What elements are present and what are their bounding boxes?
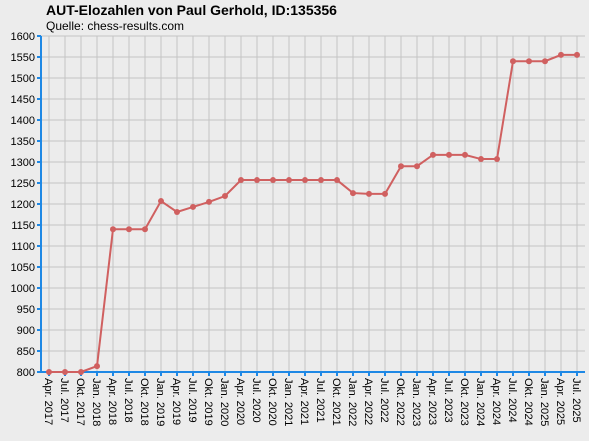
x-tick-label: Jan. 2020 — [218, 378, 230, 426]
x-tick-label: Okt. 2021 — [330, 378, 342, 426]
point — [334, 177, 340, 184]
x-tick-label: Apr. 2022 — [362, 378, 374, 425]
x-tick-label: Jul. 2025 — [570, 378, 582, 423]
y-tick-label: 1050 — [11, 262, 35, 274]
x-tick-label: Apr. 2018 — [106, 378, 118, 425]
x-tick-label: Jul. 2023 — [442, 378, 454, 423]
line — [49, 53, 577, 373]
point — [446, 151, 452, 158]
x-tick-label: Okt. 2020 — [266, 378, 278, 426]
x-tick-label: Jul. 2020 — [250, 378, 262, 423]
x-tick-label: Jul. 2024 — [506, 378, 518, 423]
point — [222, 193, 228, 200]
y-tick-label: 850 — [17, 346, 35, 358]
y-tick-label: 1200 — [11, 199, 35, 211]
x-tick-label: Jan. 2023 — [410, 378, 422, 426]
point — [302, 177, 308, 184]
x-tick-label: Okt. 2017 — [74, 378, 86, 426]
y-tick-label: 950 — [17, 304, 35, 316]
point — [318, 177, 324, 184]
y-tick-label: 1100 — [11, 241, 35, 253]
point — [558, 51, 564, 58]
point — [238, 177, 244, 184]
y-tick-label: 1150 — [11, 220, 35, 232]
y-tick-label: 1600 — [11, 31, 35, 43]
point — [366, 190, 372, 197]
x-tick-label: Jan. 2019 — [154, 378, 166, 426]
x-tick-label: Apr. 2024 — [490, 378, 502, 425]
point — [158, 198, 164, 205]
x-tick-label: Apr. 2019 — [170, 378, 182, 425]
point — [94, 363, 100, 370]
x-tick-label: Apr. 2020 — [234, 378, 246, 425]
point — [526, 58, 532, 65]
point — [286, 177, 292, 184]
point — [350, 190, 356, 197]
point — [190, 203, 196, 210]
y-tick-label: 1000 — [11, 283, 35, 295]
x-tick-label: Okt. 2018 — [138, 378, 150, 426]
point — [206, 198, 212, 205]
point — [494, 156, 500, 163]
point — [510, 58, 516, 65]
point — [398, 163, 404, 170]
x-tick-label: Jan. 2024 — [474, 378, 486, 426]
x-tick-label: Jan. 2021 — [282, 378, 294, 426]
chart-subtitle: Quelle: chess-results.com — [46, 19, 184, 33]
x-tick-label: Jul. 2017 — [58, 378, 70, 423]
x-tick-label: Apr. 2023 — [426, 378, 438, 425]
point — [382, 190, 388, 197]
point — [78, 369, 84, 375]
x-tick-label: Apr. 2021 — [298, 378, 310, 425]
point — [270, 177, 276, 184]
point — [430, 151, 436, 158]
x-tick-label: Jul. 2021 — [314, 378, 326, 423]
point — [62, 369, 68, 375]
point — [110, 226, 116, 233]
x-tick-label: Apr. 2017 — [42, 378, 54, 425]
y-tick-label: 800 — [17, 367, 35, 379]
y-tick-label: 1400 — [11, 115, 35, 127]
x-tick-label: Jul. 2018 — [122, 378, 134, 423]
x-tick-label: Jul. 2022 — [378, 378, 390, 423]
x-tick-label: Jul. 2019 — [186, 378, 198, 423]
chart-title: AUT-Elozahlen von Paul Gerhold, ID:13535… — [46, 2, 337, 18]
y-tick-label: 1550 — [11, 52, 35, 64]
point — [574, 51, 580, 58]
x-tick-label: Okt. 2019 — [202, 378, 214, 426]
x-tick-label: Jan. 2018 — [90, 378, 102, 426]
x-tick-label: Jan. 2025 — [538, 378, 550, 426]
point — [462, 151, 468, 158]
x-tick-label: Okt. 2022 — [394, 378, 406, 426]
point — [542, 58, 548, 65]
y-tick-label: 1350 — [11, 136, 35, 148]
x-tick-label: Apr. 2025 — [554, 378, 566, 425]
point — [142, 226, 148, 233]
x-tick-label: Jan. 2022 — [346, 378, 358, 426]
y-tick-label: 1450 — [11, 94, 35, 106]
point — [478, 156, 484, 163]
y-tick-label: 1500 — [11, 73, 35, 85]
point — [46, 369, 52, 375]
point — [254, 177, 260, 184]
point — [174, 208, 180, 215]
y-tick-label: 1250 — [11, 178, 35, 190]
x-tick-label: Okt. 2023 — [458, 378, 470, 426]
point — [126, 226, 132, 233]
y-tick-label: 900 — [17, 325, 35, 337]
y-tick-label: 1300 — [11, 157, 35, 169]
x-tick-label: Okt. 2024 — [522, 378, 534, 426]
point — [414, 163, 420, 170]
